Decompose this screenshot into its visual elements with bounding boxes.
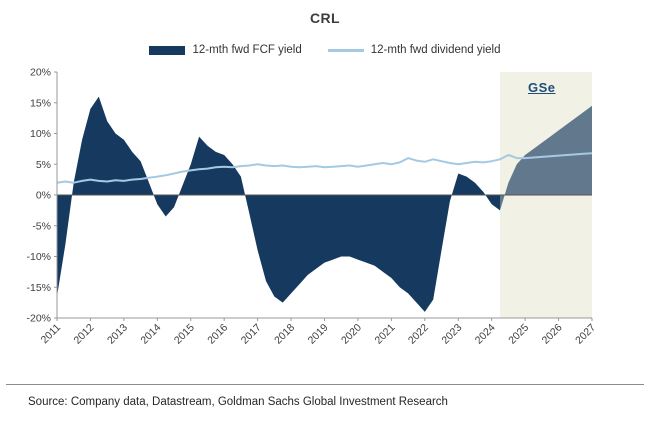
y-tick-label: 15% bbox=[30, 97, 51, 109]
dividend-yield-legend-label: 12-mth fwd dividend yield bbox=[370, 44, 501, 56]
legend-item-fcf-yield: 12-mth fwd FCF yield bbox=[149, 44, 302, 56]
y-tick-label: -15% bbox=[26, 282, 51, 294]
y-tick-label: 5% bbox=[36, 159, 51, 171]
chart-canvas: 20% 15% 10% 5% 0% -5% -10% -15% -20%2011 2012 2013… bbox=[26, 67, 598, 347]
y-tick-label: -5% bbox=[32, 220, 51, 232]
x-tick-label: 2015 bbox=[172, 322, 197, 347]
y-tick-label: -10% bbox=[26, 251, 51, 263]
dividend-yield-swatch bbox=[327, 48, 364, 52]
x-tick-label: 2011 bbox=[39, 322, 64, 347]
x-tick-label: 2027 bbox=[573, 322, 598, 347]
y-tick-label: -20% bbox=[26, 313, 51, 325]
fcf-yield-area bbox=[57, 96, 592, 312]
x-tick-label: 2020 bbox=[339, 322, 364, 347]
fcf-yield-swatch bbox=[149, 45, 186, 55]
legend-item-dividend-yield: 12-mth fwd dividend yield bbox=[327, 44, 501, 56]
fcf-yield-legend-label: 12-mth fwd FCF yield bbox=[192, 44, 302, 56]
x-tick-label: 2019 bbox=[306, 322, 331, 347]
x-tick-label: 2022 bbox=[406, 322, 431, 347]
x-tick-label: 2023 bbox=[439, 322, 464, 347]
x-tick-label: 2018 bbox=[272, 322, 297, 347]
x-tick-label: 2024 bbox=[473, 322, 498, 347]
forecast-gse-label: GSe bbox=[528, 80, 556, 95]
y-tick-label: 20% bbox=[30, 67, 51, 79]
chart-title: CRL bbox=[310, 10, 340, 26]
x-tick-label: 2012 bbox=[72, 322, 97, 347]
dividend-yield-line bbox=[56, 152, 593, 184]
source-text: Source: Company data, Datastream, Goldma… bbox=[28, 396, 448, 408]
x-tick-label: 2016 bbox=[205, 322, 230, 347]
x-tick-label: 2025 bbox=[506, 322, 531, 347]
x-tick-label: 2026 bbox=[540, 322, 565, 347]
x-tick-label: 2017 bbox=[239, 322, 264, 347]
footer-divider bbox=[6, 384, 644, 385]
chart-legend: 12-mth fwd FCF yield 12-mth fwd dividend… bbox=[0, 44, 650, 56]
x-tick-label: 2014 bbox=[138, 322, 163, 347]
x-tick-label: 2013 bbox=[105, 322, 130, 347]
y-tick-label: 10% bbox=[30, 128, 51, 140]
x-tick-label: 2021 bbox=[372, 322, 397, 347]
y-tick-label: 0% bbox=[36, 190, 51, 202]
